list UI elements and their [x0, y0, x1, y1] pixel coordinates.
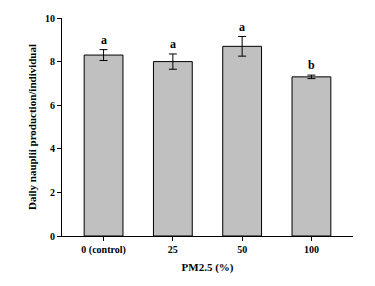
svg-text:0: 0 — [50, 231, 55, 242]
svg-text:2: 2 — [50, 187, 55, 198]
svg-text:8: 8 — [50, 56, 55, 67]
svg-text:4: 4 — [50, 143, 55, 154]
svg-text:Daily nauplii production/indiv: Daily nauplii production/individual — [26, 44, 38, 210]
svg-text:PM2.5 (%): PM2.5 (%) — [182, 261, 234, 274]
svg-text:6: 6 — [50, 100, 55, 111]
svg-text:100: 100 — [304, 244, 319, 255]
svg-text:b: b — [308, 58, 315, 72]
svg-text:10: 10 — [45, 13, 55, 24]
svg-text:25: 25 — [168, 244, 178, 255]
svg-text:50: 50 — [237, 244, 247, 255]
svg-text:a: a — [101, 33, 107, 47]
svg-text:0 (control): 0 (control) — [81, 244, 126, 256]
svg-text:a: a — [239, 20, 245, 34]
svg-text:a: a — [170, 37, 176, 51]
